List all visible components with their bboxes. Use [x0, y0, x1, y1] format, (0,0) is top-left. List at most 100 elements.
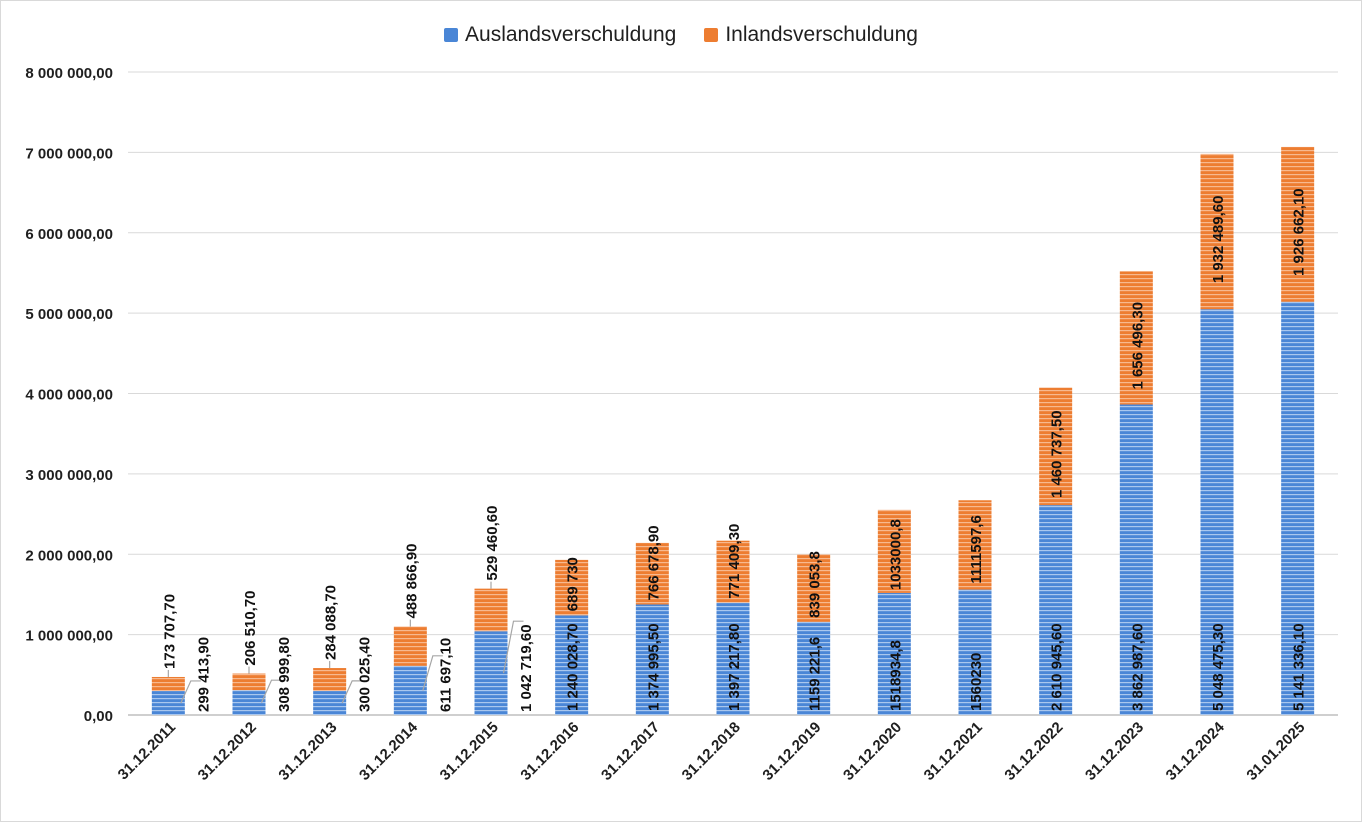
x-tick-label: 31.12.2024 [1163, 718, 1229, 784]
bar-inlandsverschuldung [958, 500, 992, 590]
bar-auslandsverschuldung [716, 602, 750, 715]
data-label-inlandsverschuldung: 1 932 489,60 [1210, 196, 1227, 284]
legend-swatch-inlandsverschuldung [704, 28, 719, 42]
x-tick-label: 31.12.2013 [275, 719, 340, 784]
leader-line-auslandsverschuldung [180, 680, 201, 704]
x-tick-label: 31.12.2018 [679, 719, 744, 784]
x-tick-label: 31.12.2017 [598, 719, 663, 784]
bar-auslandsverschuldung [393, 665, 427, 715]
bar-inlandsverschuldung [635, 542, 669, 605]
data-label-auslandsverschuldung: 299 413,90 [195, 637, 212, 712]
y-tick-label: 1 000 000,00 [25, 628, 113, 645]
x-axis: 31.12.2011 31.12.2012 31.12.2013 31.12.2014… [115, 718, 1309, 784]
x-tick-label: 31.12.2012 [195, 719, 260, 784]
bar-inlandsverschuldung [877, 509, 911, 593]
data-label-inlandsverschuldung: 206 510,70 [242, 590, 259, 665]
y-tick-label: 6 000 000,00 [25, 226, 113, 243]
x-tick-label: 31.12.2023 [1082, 719, 1147, 784]
bar-inlandsverschuldung [1119, 271, 1153, 405]
data-label-inlandsverschuldung: 529 460,60 [484, 506, 501, 581]
y-tick-label: 5 000 000,00 [25, 306, 113, 323]
data-labels: 299 413,90 173 707,70 308 999,80 206 510,70… [161, 188, 1307, 712]
bar-inlandsverschuldung [1281, 146, 1315, 302]
data-label-inlandsverschuldung: 488 866,90 [403, 543, 420, 618]
bar-inlandsverschuldung [474, 588, 508, 632]
data-label-inlandsverschuldung: 284 088,70 [323, 585, 340, 660]
y-tick-label: 7 000 000,00 [25, 145, 113, 162]
leader-line-auslandsverschuldung [341, 680, 363, 704]
data-label-inlandsverschuldung: 771 409,30 [726, 524, 743, 599]
data-label-auslandsverschuldung: 611 697,10 [437, 638, 454, 712]
data-label-auslandsverschuldung: 308 999,80 [276, 637, 293, 712]
bar-inlandsverschuldung [232, 673, 266, 691]
bar-auslandsverschuldung [877, 592, 911, 715]
data-label-inlandsverschuldung: 839 053,8 [807, 551, 824, 618]
data-label-auslandsverschuldung: 1 240 028,70 [565, 623, 582, 711]
data-label-inlandsverschuldung: 1 926 662,10 [1291, 188, 1308, 276]
data-label-auslandsverschuldung: 1 397 217,80 [726, 623, 743, 711]
bars [151, 146, 1315, 715]
legend-label-inlandsverschuldung: Inlandsverschuldung [725, 23, 918, 46]
y-tick-label: 2 000 000,00 [25, 547, 113, 564]
bar-auslandsverschuldung [151, 690, 185, 715]
bar-inlandsverschuldung [313, 668, 347, 691]
data-label-inlandsverschuldung: 173 707,70 [161, 594, 178, 669]
data-label-auslandsverschuldung: 1159 221,6 [807, 637, 824, 711]
leader-line-auslandsverschuldung [260, 679, 282, 703]
x-tick-label: 31.12.2021 [921, 719, 986, 784]
data-label-auslandsverschuldung: 1518934,8 [887, 640, 904, 711]
bar-auslandsverschuldung [635, 604, 669, 715]
leader-line-auslandsverschuldung [502, 620, 524, 674]
y-axis: 0,00 1 000 000,00 2 000 000,00 3 000 000,00… [25, 65, 113, 725]
x-tick-label: 31.12.2016 [517, 719, 582, 784]
data-label-auslandsverschuldung: 3 862 987,60 [1129, 623, 1146, 711]
data-label-auslandsverschuldung: 300 025,40 [357, 637, 374, 712]
bar-auslandsverschuldung [1119, 404, 1153, 715]
data-label-auslandsverschuldung: 5 141 336,10 [1291, 623, 1308, 711]
data-label-auslandsverschuldung: 1 042 719,60 [518, 624, 535, 712]
data-label-inlandsverschuldung: 689 730 [565, 557, 582, 611]
legend-item-inlandsverschuldung: Inlandsverschuldung [704, 23, 918, 47]
bar-inlandsverschuldung [716, 540, 750, 603]
data-label-inlandsverschuldung: 1033000,8 [887, 519, 904, 590]
bar-auslandsverschuldung [555, 615, 589, 715]
x-tick-label: 31.12.2020 [840, 719, 905, 784]
y-tick-label: 4 000 000,00 [25, 387, 113, 404]
legend-item-auslandsverschuldung: Auslandsverschuldung [444, 23, 676, 47]
bar-inlandsverschuldung [393, 626, 427, 666]
bar-auslandsverschuldung [797, 621, 831, 715]
bar-auslandsverschuldung [474, 631, 508, 715]
bar-inlandsverschuldung [1039, 387, 1073, 506]
data-label-inlandsverschuldung: 1 656 496,30 [1129, 302, 1146, 390]
bar-auslandsverschuldung [232, 690, 266, 715]
data-label-auslandsverschuldung: 2 610 945,60 [1049, 623, 1066, 711]
bar-inlandsverschuldung [151, 676, 185, 691]
bar-auslandsverschuldung [313, 690, 347, 715]
data-label-inlandsverschuldung: 1111597,6 [968, 515, 985, 583]
y-tick-label: 3 000 000,00 [25, 467, 113, 484]
leader-line-auslandsverschuldung [422, 655, 443, 691]
x-tick-label: 31.01.2025 [1243, 719, 1308, 784]
x-tick-label: 31.12.2019 [759, 719, 824, 784]
bar-auslandsverschuldung [958, 589, 992, 715]
bar-auslandsverschuldung [1281, 301, 1315, 715]
y-tick-label: 8 000 000,00 [25, 65, 113, 82]
x-tick-label: 31.12.2015 [437, 719, 502, 784]
legend-swatch-auslandsverschuldung [444, 28, 459, 42]
bar-inlandsverschuldung [1200, 153, 1234, 310]
bar-auslandsverschuldung [1039, 505, 1073, 715]
data-label-inlandsverschuldung: 766 678,90 [645, 525, 662, 600]
legend-label-auslandsverschuldung: Auslandsverschuldung [465, 23, 677, 46]
bar-inlandsverschuldung [555, 559, 589, 616]
data-label-auslandsverschuldung: 1 374 995,50 [645, 623, 662, 711]
bar-inlandsverschuldung [797, 554, 831, 622]
x-tick-label: 31.12.2014 [356, 718, 422, 784]
chart-legend: Auslandsverschuldung Inlandsverschuldung [0, 23, 1362, 47]
bar-auslandsverschuldung [1200, 309, 1234, 715]
data-label-inlandsverschuldung: 1 460 737,50 [1049, 410, 1066, 498]
data-label-auslandsverschuldung: 1560230 [968, 653, 985, 711]
x-tick-label: 31.12.2022 [1001, 719, 1066, 784]
y-tick-label: 0,00 [84, 708, 113, 725]
data-label-auslandsverschuldung: 5 048 475,30 [1210, 623, 1227, 711]
